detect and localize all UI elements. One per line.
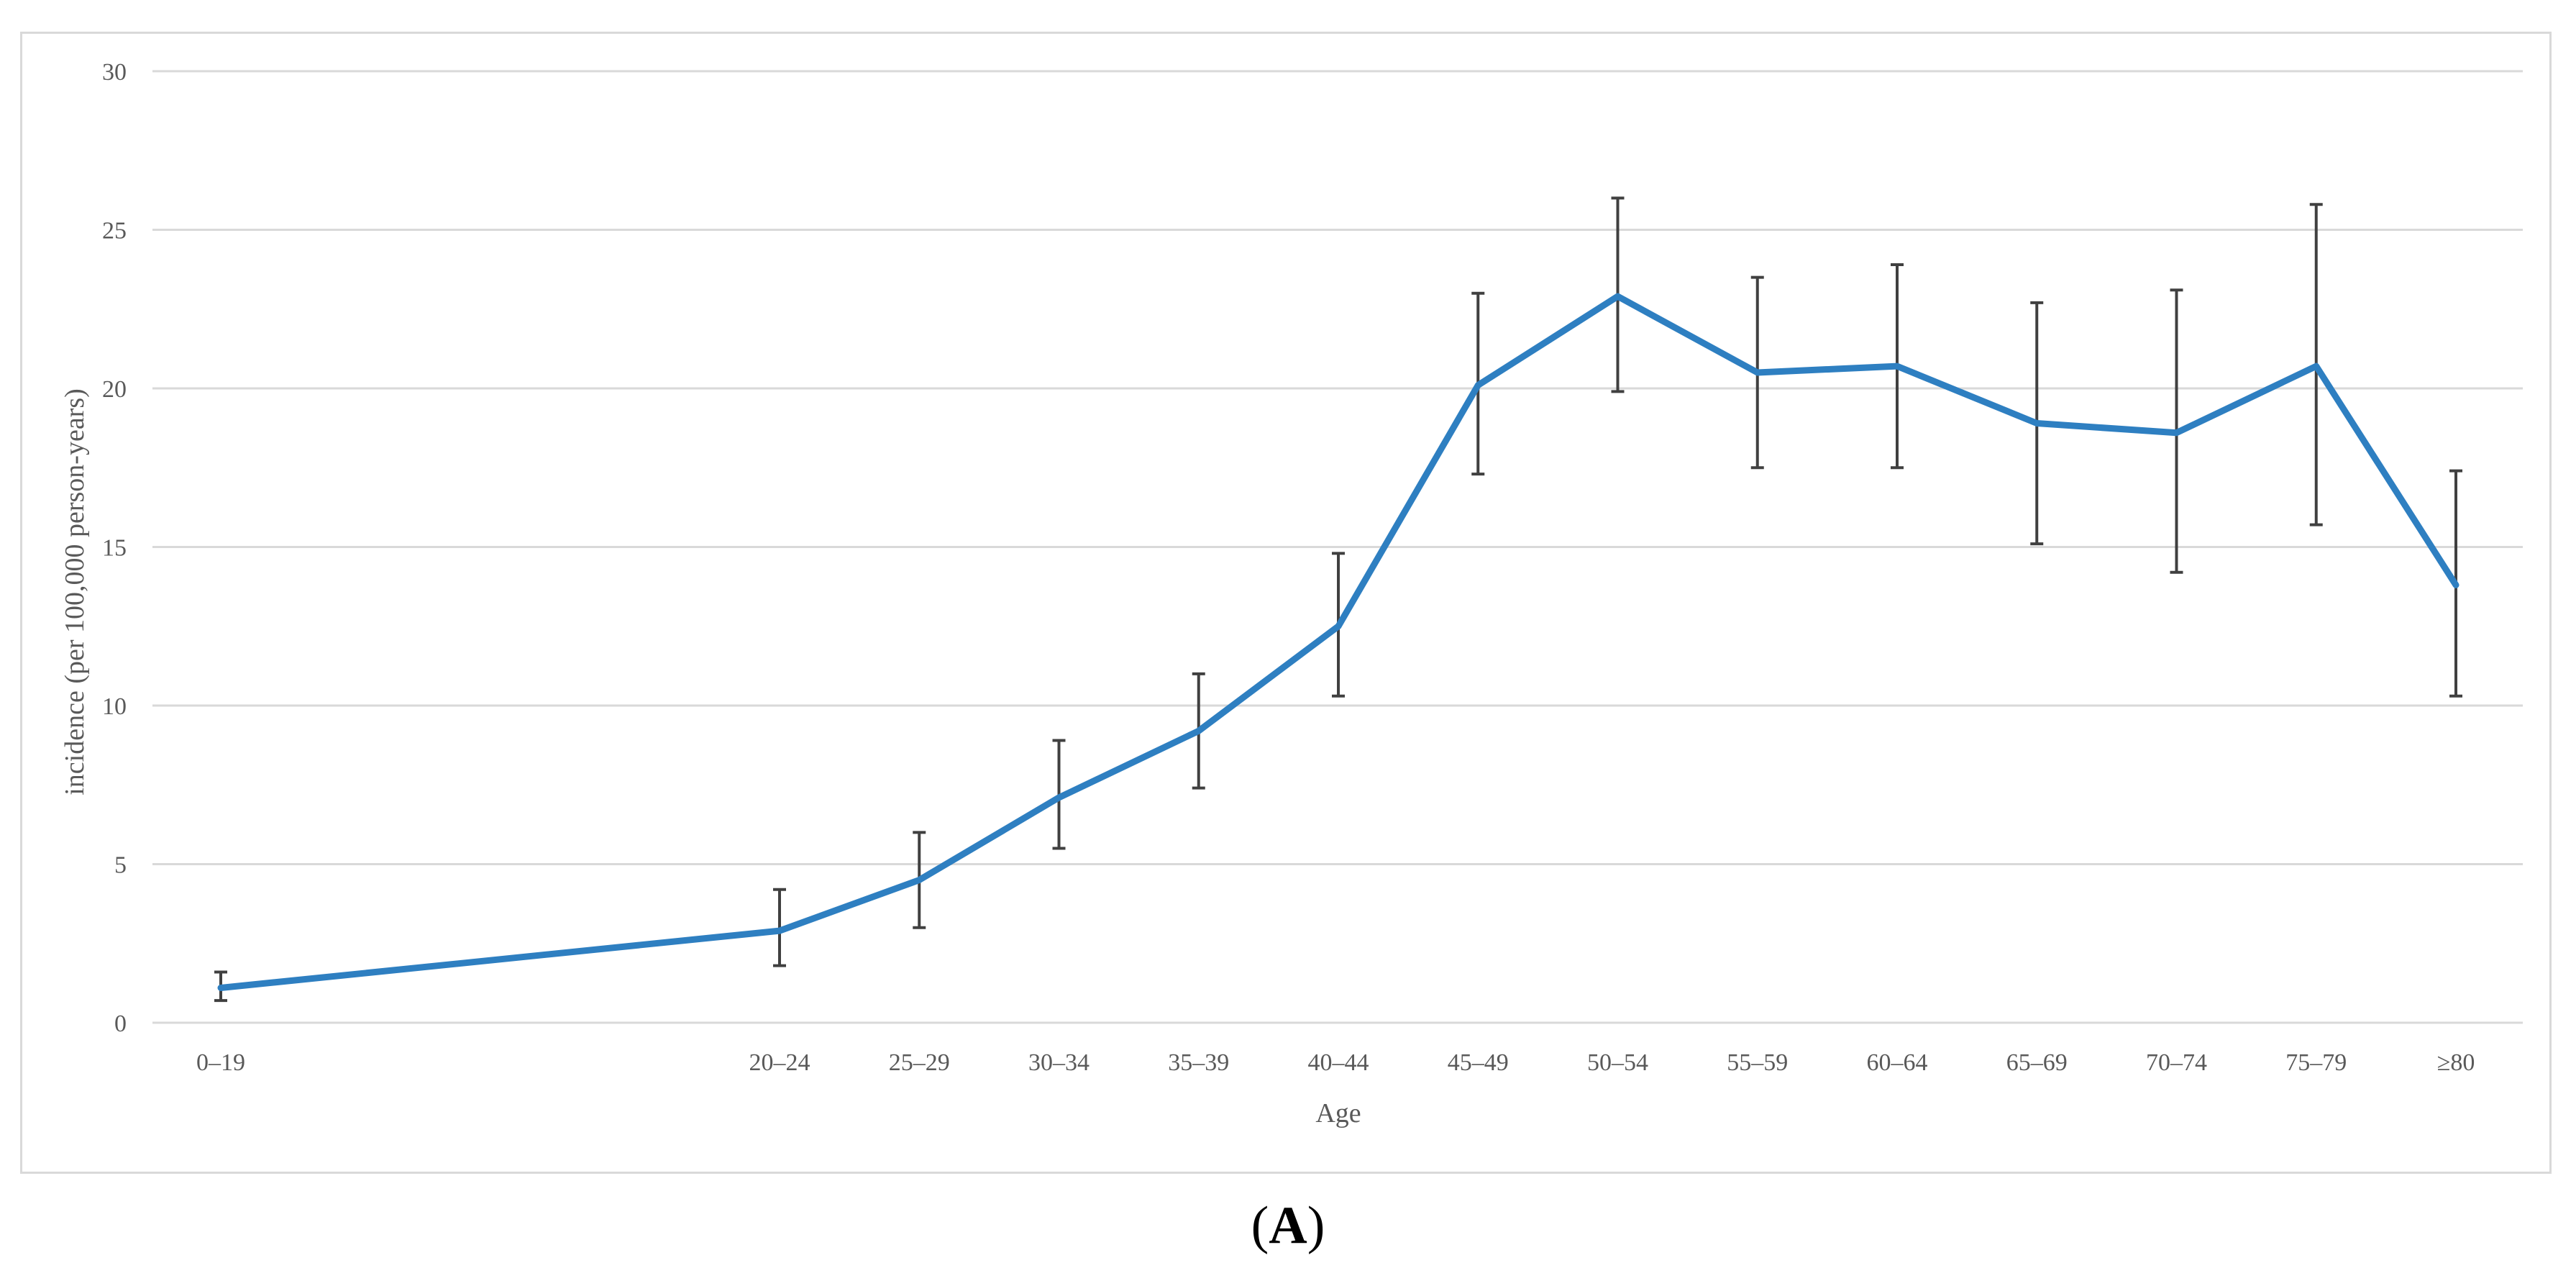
panel-label-letter: A xyxy=(1269,1196,1307,1255)
series-line-layer xyxy=(217,293,2459,991)
y-tick-label: 25 xyxy=(102,218,127,245)
x-axis-title: Age xyxy=(1315,1098,1361,1128)
x-tick-label: 50–54 xyxy=(1587,1049,1648,1076)
y-tick-label: 5 xyxy=(114,852,127,879)
x-tick-label: 45–49 xyxy=(1448,1049,1509,1076)
data-point xyxy=(1894,363,1900,370)
x-tick-label: 20–24 xyxy=(749,1049,810,1076)
data-point xyxy=(1195,728,1202,734)
y-axis-title: incidence (per 100,000 person-years) xyxy=(60,388,90,795)
x-tick-labels: 0–19 20–24 25–29 30–34 35–39 40–44 45–49 50–54 5… xyxy=(196,1049,2475,1076)
data-point xyxy=(777,928,782,934)
series-line xyxy=(217,293,2459,991)
x-tick-label: 0–19 xyxy=(196,1049,245,1076)
data-point xyxy=(1335,623,1341,629)
x-tick-label: 60–64 xyxy=(1867,1049,1928,1076)
x-tick-label: 30–34 xyxy=(1028,1049,1090,1076)
data-point xyxy=(2034,420,2040,427)
panel-label: (A) xyxy=(1251,1196,1325,1255)
x-tick-label: ≥80 xyxy=(2437,1049,2475,1076)
y-tick-label: 30 xyxy=(102,59,127,86)
x-tick-label: 35–39 xyxy=(1168,1049,1229,1076)
x-tick-label: 40–44 xyxy=(1308,1049,1369,1076)
data-point xyxy=(2453,582,2459,588)
y-tick-label: 10 xyxy=(102,693,127,720)
data-point xyxy=(1614,293,1621,300)
data-point xyxy=(1475,382,1481,388)
gridlines xyxy=(152,70,2523,1024)
panel-label-open: ( xyxy=(1251,1196,1269,1255)
data-point xyxy=(1754,369,1760,375)
error-bars xyxy=(214,196,2462,1003)
y-tick-label: 0 xyxy=(114,1011,127,1037)
y-tick-label: 15 xyxy=(102,535,127,562)
data-point xyxy=(218,985,224,991)
data-point xyxy=(1056,794,1062,801)
data-point xyxy=(916,877,923,883)
data-point xyxy=(2313,363,2319,370)
y-tick-labels: 0 5 10 15 20 25 30 xyxy=(102,59,127,1037)
x-tick-label: 75–79 xyxy=(2285,1049,2347,1076)
x-tick-label: 65–69 xyxy=(2006,1049,2068,1076)
x-tick-label: 55–59 xyxy=(1727,1049,1788,1076)
x-tick-label: 25–29 xyxy=(889,1049,950,1076)
chart-frame xyxy=(20,32,2552,1174)
panel-label-close: ) xyxy=(1307,1196,1325,1255)
y-tick-label: 20 xyxy=(102,376,127,403)
data-point xyxy=(2173,429,2180,436)
x-tick-label: 70–74 xyxy=(2146,1049,2207,1076)
